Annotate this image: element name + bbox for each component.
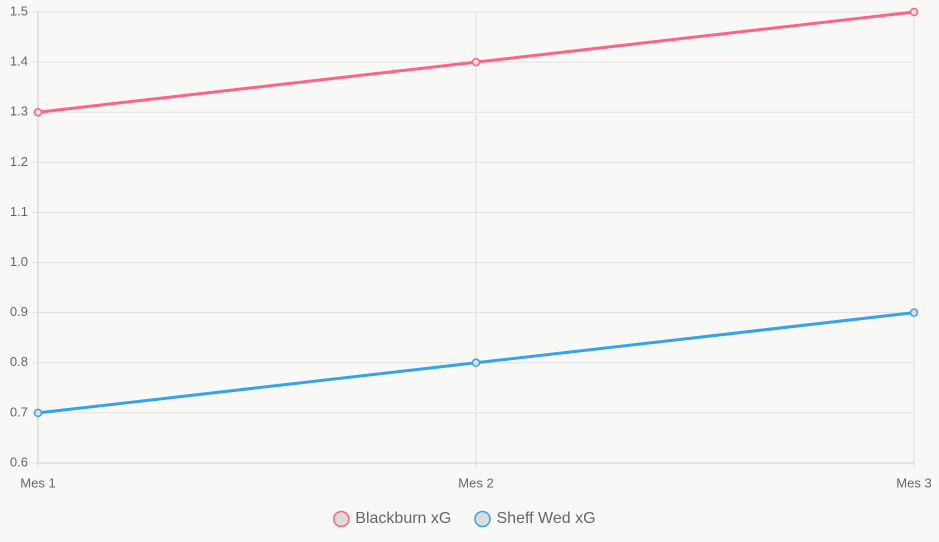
data-point [909, 308, 919, 317]
y-tick-label: 0.8 [10, 354, 28, 369]
data-point [471, 57, 481, 67]
data-point [909, 7, 919, 17]
legend-marker [474, 510, 491, 528]
y-tick-label: 1.5 [10, 3, 28, 18]
y-tick-label: 0.6 [10, 454, 28, 469]
x-tick-label: Mes 2 [458, 475, 493, 490]
y-tick-label: 1.0 [10, 254, 28, 269]
y-tick-label: 1.4 [10, 54, 28, 69]
y-tick-label: 1.2 [10, 154, 28, 169]
y-tick-label: 0.7 [10, 404, 28, 419]
legend-label: Sheff Wed xG [497, 510, 596, 527]
legend-marker [333, 510, 350, 528]
legend-label: Blackburn xG [355, 510, 451, 527]
x-tick-label: Mes 1 [20, 475, 55, 490]
x-tick-label: Mes 3 [896, 475, 931, 490]
y-tick-label: 1.3 [10, 104, 28, 119]
data-point [471, 358, 481, 368]
data-point [33, 107, 43, 117]
data-point [33, 408, 43, 418]
y-tick-label: 1.1 [10, 204, 28, 219]
y-tick-label: 0.9 [10, 304, 28, 319]
